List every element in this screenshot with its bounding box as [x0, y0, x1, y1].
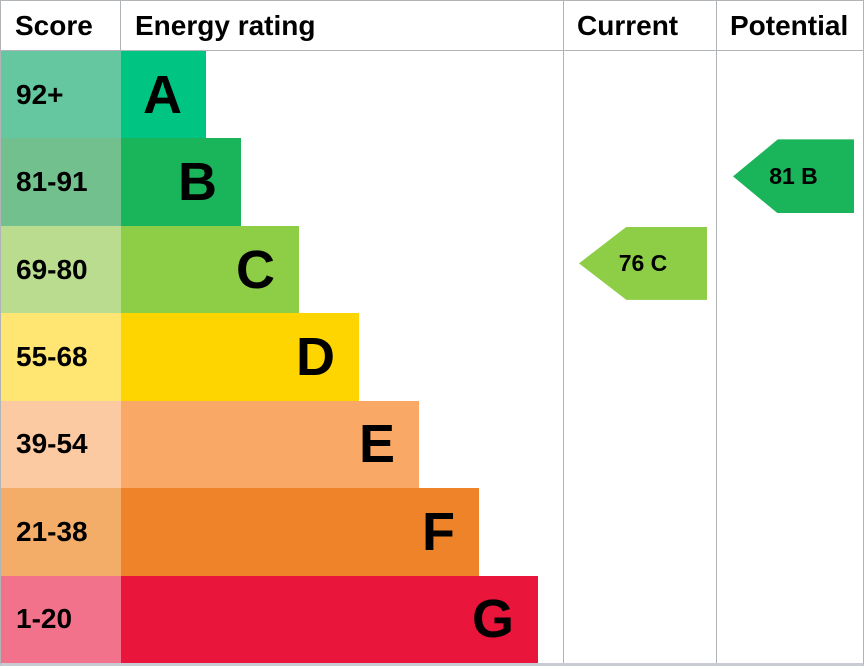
chart-header-row: Score Energy rating Current Potential — [1, 1, 863, 51]
band-bar-b: B — [121, 138, 241, 226]
band-row-a: 92+ A — [1, 51, 863, 139]
potential-column-header: Potential — [730, 9, 849, 41]
band-row-d: 55-68 D — [1, 313, 863, 401]
rating-bands: 92+ A 81-91 B 69-80 C 55-68 D 39-54 — [1, 51, 863, 663]
band-bar-c: C — [121, 225, 299, 314]
bar-area: B — [121, 138, 563, 226]
score-range-label: 55-68 — [1, 313, 121, 401]
band-row-b: 81-91 B — [1, 138, 863, 226]
band-row-c: 69-80 C — [1, 225, 863, 314]
score-range-label: 21-38 — [1, 488, 121, 576]
score-range-label: 39-54 — [1, 400, 121, 489]
bar-area: C — [121, 225, 563, 314]
band-bar-g: G — [121, 575, 538, 663]
score-range-label: 92+ — [1, 51, 121, 139]
band-bar-e: E — [121, 400, 419, 489]
band-bar-f: F — [121, 488, 479, 576]
current-column-divider — [563, 1, 564, 663]
potential-column-divider — [716, 1, 717, 663]
score-range-label: 69-80 — [1, 225, 121, 314]
bar-area: A — [121, 51, 563, 139]
band-row-e: 39-54 E — [1, 400, 863, 489]
band-row-f: 21-38 F — [1, 488, 863, 576]
bar-area: F — [121, 488, 563, 576]
score-column-header: Score — [1, 1, 121, 50]
energy-rating-column-header: Energy rating — [135, 9, 316, 41]
score-range-label: 1-20 — [1, 575, 121, 663]
band-row-g: 1-20 G — [1, 575, 863, 663]
score-range-label: 81-91 — [1, 138, 121, 226]
current-column-header: Current — [577, 9, 679, 41]
potential-rating-label: 81 B — [769, 162, 818, 189]
bar-area: G — [121, 575, 563, 663]
current-rating-label: 76 C — [618, 249, 668, 276]
band-bar-d: D — [121, 313, 359, 401]
bar-area: D — [121, 313, 563, 401]
bar-area: E — [121, 400, 563, 489]
band-bar-a: A — [121, 51, 206, 139]
